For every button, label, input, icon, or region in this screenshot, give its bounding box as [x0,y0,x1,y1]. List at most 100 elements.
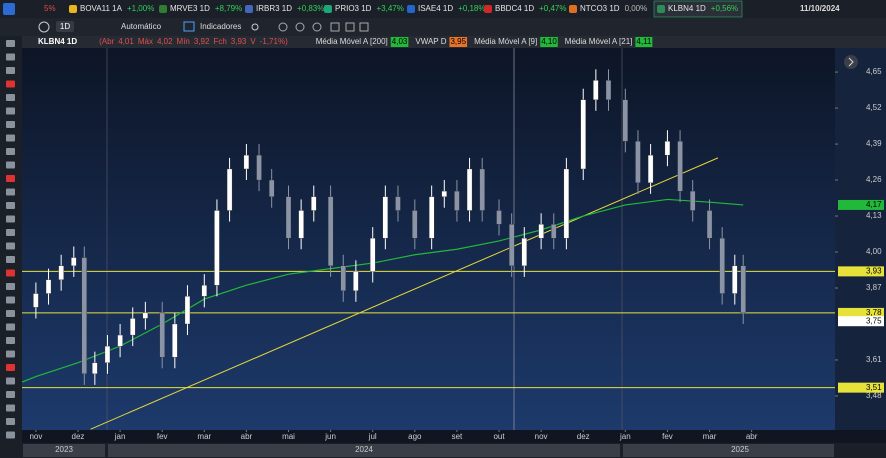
tab-change: +8,79% [215,4,242,13]
x-tick-label: ago [408,432,422,441]
tool-icon [6,148,15,155]
year-label: 2023 [55,445,73,454]
eye-icon[interactable] [251,23,259,31]
tab-symbol[interactable]: KLBN4 1D [668,4,706,13]
tab-change: +1,00% [127,4,154,13]
price-tag-label: 3,75 [866,316,882,325]
legend-text: V [250,37,256,46]
candle-body [563,168,570,239]
year-label: 2024 [355,445,373,454]
tab-symbol[interactable]: NTCO3 1D [580,4,620,13]
value-box [390,37,409,47]
legend-text: Média Móvel A [9] [474,37,537,46]
candle-body [466,168,473,211]
candle-body [593,80,599,100]
candle-body [441,190,447,197]
tool-icon [6,296,15,304]
candle-body [551,224,557,239]
tab-symbol[interactable]: ISAE4 1D [418,4,453,13]
legend-text: Mín [177,37,190,46]
tool-icon [6,202,15,209]
level-tag-label: 3,78 [866,308,882,317]
tool-icon [6,94,15,101]
indicators-button[interactable]: Indicadores [200,22,241,31]
legend-text: Máx [138,37,153,46]
tool-icon [6,256,15,263]
legend-text: 4,03 [392,37,408,46]
legend-text: Fch [213,37,226,46]
candle-body [117,334,123,347]
chart-mode[interactable]: Automático [121,22,162,31]
tab-symbol[interactable]: BOVA11 1A [80,4,123,13]
legend-text: 4,02 [157,37,173,46]
tool-icon [6,215,15,223]
y-tick-label: 3,61 [866,355,882,364]
candle-body [664,141,671,156]
clock-icon[interactable] [38,21,50,33]
x-tick-label: fev [662,432,673,441]
legend-text: (Abr [99,37,114,46]
legend-text: 3,95 [450,37,466,46]
tab-icon [569,5,577,13]
level-tag [838,266,884,277]
legend-text: VWAP D [415,37,446,46]
tool-icon [6,161,15,169]
legend-text: 4,11 [636,37,652,46]
tab-symbol[interactable]: MRVE3 1D [170,4,210,13]
y-tick-label: 4,13 [866,211,882,220]
candle-body [370,238,376,272]
legend-text: Média Móvel A [200] [316,37,388,46]
candle-body [496,210,502,225]
scroll-button[interactable] [844,55,858,69]
candle-body [184,296,191,325]
y-tick-label: 4,39 [866,139,882,148]
tool-icon [6,323,15,331]
y-tick-label: 4,52 [866,103,882,112]
tool-icon [6,391,15,398]
x-tick-label: mar [703,432,717,441]
tab-icon [69,5,77,13]
interval[interactable]: 1D [60,22,70,31]
price-tag [838,316,884,327]
price-tag-label: 4,17 [866,200,882,209]
candle-body [429,196,435,239]
tool-icon [6,337,15,344]
tool-icon [6,269,15,277]
tab-symbol[interactable]: IRBR3 1D [256,4,292,13]
tab-symbol[interactable]: PRIO3 1D [335,4,372,13]
level-tag-label: 3,93 [866,266,882,275]
tool-icon [6,418,15,425]
indicator-icon[interactable] [183,21,195,32]
moving-average [21,198,744,383]
menu-icon[interactable] [3,3,15,15]
tool-icon [6,175,15,182]
x-tick-label: set [452,432,463,441]
candle-body [311,196,317,211]
candle-body [647,154,654,183]
candle-body [58,265,64,280]
tool-icon [6,107,15,115]
x-tick-label: nov [535,432,548,441]
tool-icon [6,188,15,196]
tab-icon [159,5,167,13]
tab-change: 5% [44,4,56,13]
candle-body [479,168,485,211]
tab-change: 0,00% [625,4,648,13]
candle-body [622,99,628,142]
x-tick-label: fev [157,432,168,441]
legend-text: Média Móvel A [21] [565,37,633,46]
x-tick-label: mai [282,432,295,441]
candle-body [81,257,87,374]
legend-text: -1,71%) [260,37,288,46]
x-tick-label: dez [577,432,590,441]
date: 11/10/2024 [800,4,840,13]
interval-box[interactable] [56,21,74,32]
tool-icon [6,121,15,128]
candle-body [454,190,460,211]
x-tick-label: abr [241,432,253,441]
candle-body [538,224,544,239]
tab-symbol[interactable]: BBDC4 1D [495,4,534,13]
tab-icon [484,5,492,13]
candle-body [677,141,683,192]
